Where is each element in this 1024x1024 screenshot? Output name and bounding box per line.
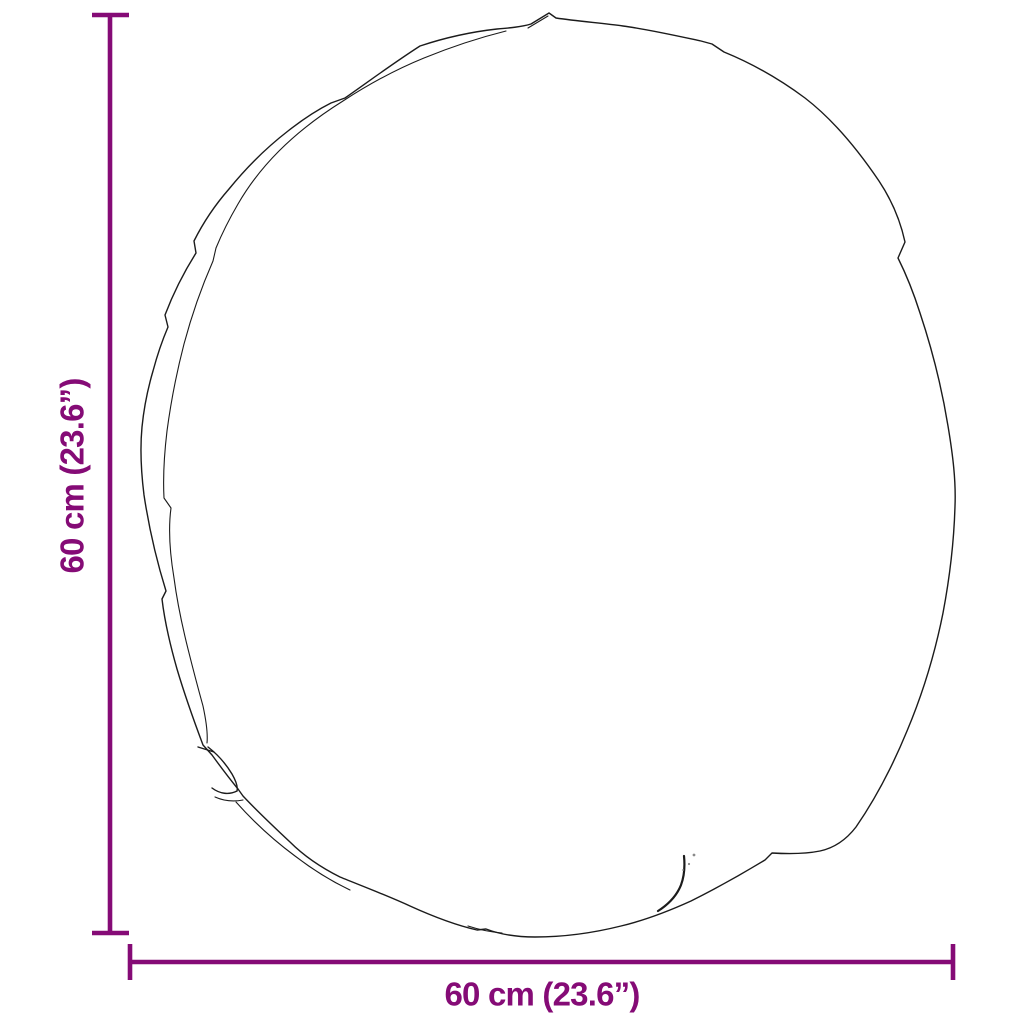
- fold-cap-line: [197, 746, 215, 753]
- speck-dot: [682, 869, 684, 871]
- vertical-dimension: 60 cm (23.6”): [54, 12, 129, 936]
- outline-top-notch-line: [527, 15, 549, 29]
- fold-lens-bottom: [211, 787, 238, 795]
- speck-dot: [687, 862, 691, 866]
- outline-inner-seam: [163, 30, 507, 744]
- outline-main-edge: [140, 12, 956, 938]
- bottom-right-crease: [656, 854, 686, 913]
- product-outline: [140, 12, 956, 938]
- speck-dot: [692, 853, 696, 857]
- horizontal-dimension-label: 60 cm (23.6”): [444, 976, 639, 1013]
- horizontal-dimension: 60 cm (23.6”): [127, 944, 956, 1013]
- fold-lens-right: [207, 746, 238, 792]
- outline-lower-left-double-line: [235, 801, 351, 891]
- vertical-dimension-label: 60 cm (23.6”): [54, 378, 91, 573]
- fold-under-arc: [214, 796, 244, 802]
- outline-bottom-wiggle: [467, 925, 503, 934]
